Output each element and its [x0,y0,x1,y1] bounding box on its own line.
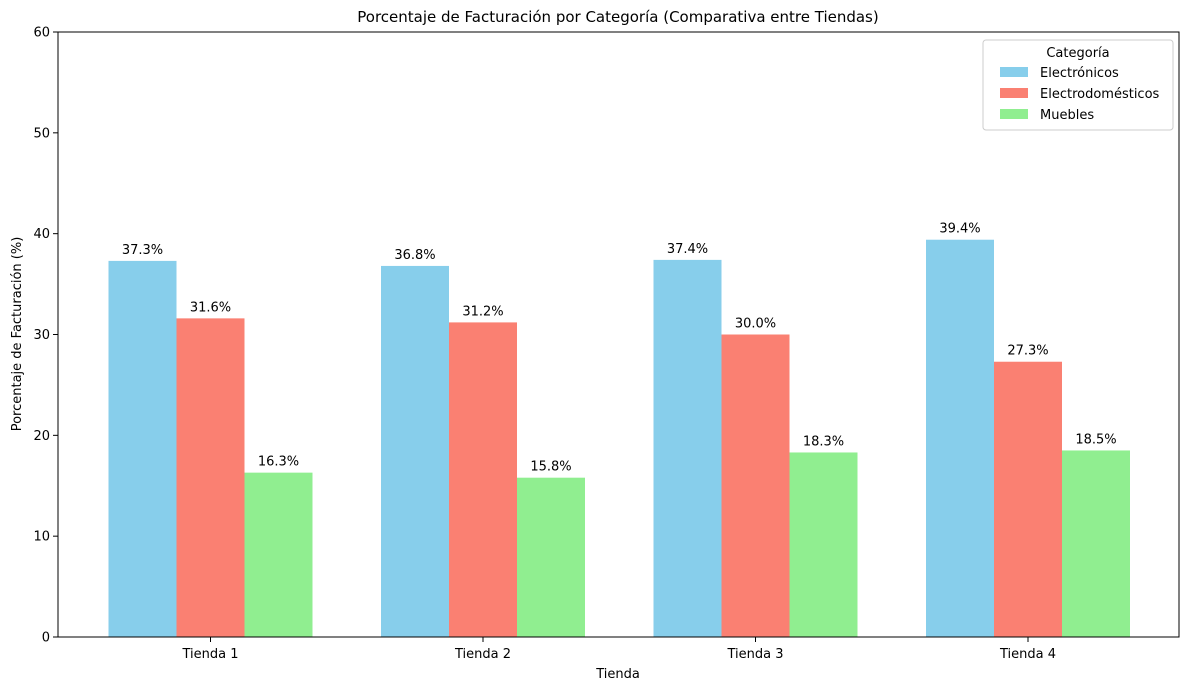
bar-1-2 [381,265,449,637]
bar-value-label: 31.6% [190,300,231,315]
x-tick-label: Tienda 1 [181,647,238,662]
bar-value-label: 15.8% [530,460,571,475]
plot-area: 37.3% 36.8% 37.4% 39.4% 31.6% 31.2% 30.0% 27.3%… [33,26,1180,662]
bar-value-label: 36.8% [394,248,435,263]
bar-value-label: 31.2% [462,304,503,319]
legend-title: Categoría [1046,46,1109,61]
bar-value-label: 37.4% [667,242,708,257]
y-tick-label: 30 [33,328,50,343]
bar-value-label: 18.3% [803,434,844,449]
y-tick-label: 10 [33,530,50,545]
bar-2-4 [994,361,1062,637]
legend-swatch [1000,109,1028,119]
bar-2-3 [721,334,790,637]
y-tick-label: 40 [33,227,50,242]
bar-2-2 [449,322,517,637]
legend-label: Muebles [1040,108,1094,123]
x-axis-label: Tienda [595,667,640,682]
x-tick-label: Tienda 3 [726,647,783,662]
chart-title: Porcentaje de Facturación por Categoría … [357,8,878,26]
x-tick-label: Tienda 2 [454,647,511,662]
bar-3-4 [1062,450,1130,637]
bar-1-4 [926,239,994,637]
bar-value-label: 39.4% [939,222,980,237]
bar-1-3 [653,259,722,637]
bar-3-2 [517,477,585,637]
y-tick-label: 60 [33,26,50,41]
bar-value-label: 30.0% [735,317,776,332]
y-tick-label: 0 [42,631,50,646]
bar-3-3 [789,452,858,637]
legend-frame [982,39,1174,131]
y-tick-label: 50 [33,126,50,141]
x-tick-label: Tienda 4 [999,647,1056,662]
legend-label: Electrodomésticos [1040,87,1160,102]
bar-value-label: 16.3% [258,455,299,470]
bar-value-label: 18.5% [1075,432,1116,447]
legend-label: Electrónicos [1040,66,1119,81]
y-axis-label: Porcentaje de Facturación (%) [10,237,25,432]
legend-swatch [1000,67,1028,77]
legend-swatch [1000,88,1028,98]
bar-value-label: 27.3% [1007,344,1048,359]
y-tick-label: 20 [33,429,50,444]
legend: Categoría Electrónicos Electrodomésticos M… [982,39,1174,131]
bar-2-1 [176,318,245,637]
bar-value-label: 37.3% [122,243,163,258]
bar-3-1 [244,472,313,637]
bar-1-1 [108,260,177,637]
